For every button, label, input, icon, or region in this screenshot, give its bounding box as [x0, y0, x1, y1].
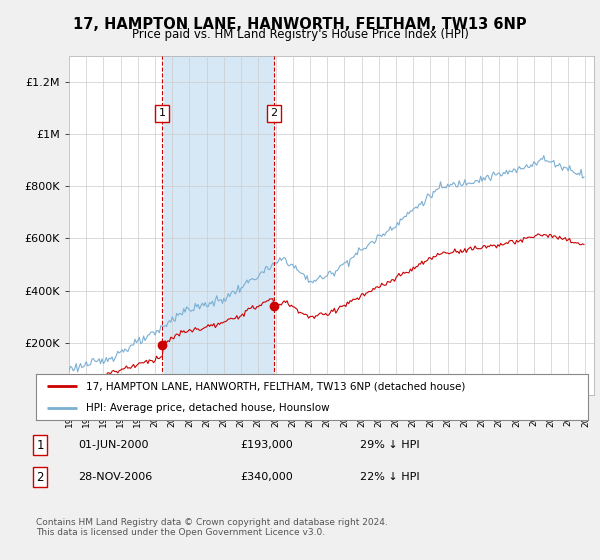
Text: 1: 1 [159, 108, 166, 118]
Text: 2: 2 [37, 470, 44, 484]
Text: 17, HAMPTON LANE, HANWORTH, FELTHAM, TW13 6NP (detached house): 17, HAMPTON LANE, HANWORTH, FELTHAM, TW1… [86, 381, 465, 391]
Text: 28-NOV-2006: 28-NOV-2006 [78, 472, 152, 482]
Text: £340,000: £340,000 [240, 472, 293, 482]
Text: 22% ↓ HPI: 22% ↓ HPI [360, 472, 419, 482]
Text: 2: 2 [271, 108, 278, 118]
Text: 29% ↓ HPI: 29% ↓ HPI [360, 440, 419, 450]
Text: Contains HM Land Registry data © Crown copyright and database right 2024.
This d: Contains HM Land Registry data © Crown c… [36, 518, 388, 538]
Text: HPI: Average price, detached house, Hounslow: HPI: Average price, detached house, Houn… [86, 403, 329, 413]
Text: 17, HAMPTON LANE, HANWORTH, FELTHAM, TW13 6NP: 17, HAMPTON LANE, HANWORTH, FELTHAM, TW1… [73, 17, 527, 32]
Text: Price paid vs. HM Land Registry's House Price Index (HPI): Price paid vs. HM Land Registry's House … [131, 28, 469, 41]
Text: 1: 1 [37, 438, 44, 452]
Text: £193,000: £193,000 [240, 440, 293, 450]
Text: 01-JUN-2000: 01-JUN-2000 [78, 440, 149, 450]
